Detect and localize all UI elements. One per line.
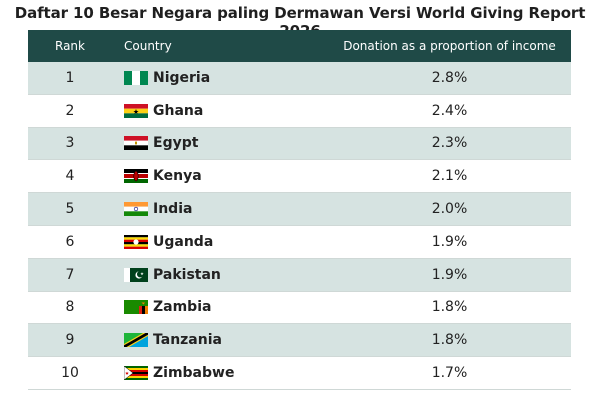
table-row: 5 India 2.0% — [28, 193, 571, 226]
donation-cell: 2.0% — [431, 201, 468, 218]
india-flag-icon — [124, 202, 148, 217]
donation-cell: 2.8% — [431, 69, 468, 86]
table-row: 1 Nigeria 2.8% — [28, 62, 571, 95]
table-row: 3 Egypt 2.3% — [28, 127, 571, 161]
rank-cell: 6 — [65, 233, 75, 250]
donation-cell: 2.4% — [431, 102, 468, 119]
country-cell: India — [112, 201, 308, 217]
country-cell: Zambia — [112, 299, 308, 315]
table-row: 10 Zimbabwe 1.7% — [28, 357, 571, 390]
table-header: Rank Country Donation as a proportion of… — [28, 30, 571, 62]
table-row: 6 Uganda 1.9% — [28, 225, 571, 259]
country-name: Zimbabwe — [153, 365, 235, 382]
rank-cell: 3 — [65, 135, 75, 152]
table-row: 8 Zambia 1.8% — [28, 291, 571, 325]
ghana-flag-icon — [124, 103, 148, 118]
country-name: Zambia — [153, 299, 212, 316]
donation-cell: 1.8% — [431, 299, 468, 316]
country-cell: Uganda — [112, 234, 308, 250]
zambia-flag-icon — [124, 300, 148, 315]
country-cell: Zimbabwe — [112, 365, 308, 381]
donation-cell: 1.7% — [431, 365, 468, 382]
donation-cell: 1.9% — [431, 233, 468, 250]
donation-cell: 2.1% — [431, 168, 468, 185]
tanzania-flag-icon — [124, 333, 148, 348]
country-cell: Pakistan — [112, 267, 308, 283]
donation-cell: 1.9% — [431, 266, 468, 283]
rank-cell: 10 — [61, 365, 79, 382]
country-name: Egypt — [153, 135, 199, 152]
header-country: Country — [124, 39, 172, 53]
country-name: Pakistan — [153, 266, 221, 283]
country-name: Nigeria — [153, 69, 211, 86]
header-rank: Rank — [55, 39, 85, 53]
egypt-flag-icon — [124, 136, 148, 151]
country-cell: Egypt — [112, 135, 308, 151]
country-name: Uganda — [153, 233, 214, 250]
rank-cell: 9 — [65, 332, 75, 349]
ranking-table: Rank Country Donation as a proportion of… — [28, 30, 571, 390]
country-cell: Tanzania — [112, 332, 308, 348]
table-row: 7 Pakistan 1.9% — [28, 258, 571, 292]
country-name: Kenya — [153, 168, 202, 185]
country-cell: Nigeria — [112, 70, 308, 86]
rank-cell: 4 — [65, 168, 75, 185]
zimbabwe-flag-icon — [124, 366, 148, 381]
donation-cell: 1.8% — [431, 332, 468, 349]
table-row: 9 Tanzania 1.8% — [28, 324, 571, 358]
rank-cell: 1 — [65, 69, 75, 86]
country-cell: Ghana — [112, 103, 308, 119]
table-body: 1 Nigeria 2.8% 2 Ghana 2.4% 3 Egypt 2.3% 4 Kenya 2.… — [28, 62, 571, 390]
country-cell: Kenya — [112, 168, 308, 184]
country-name: Ghana — [153, 102, 204, 119]
table-row: 4 Kenya 2.1% — [28, 160, 571, 194]
country-name: Tanzania — [153, 332, 222, 349]
donation-cell: 2.3% — [431, 135, 468, 152]
table-row: 2 Ghana 2.4% — [28, 94, 571, 128]
uganda-flag-icon — [124, 234, 148, 249]
kenya-flag-icon — [124, 169, 148, 184]
rank-cell: 7 — [65, 266, 75, 283]
rank-cell: 2 — [65, 102, 75, 119]
rank-cell: 5 — [65, 201, 75, 218]
country-name: India — [153, 201, 193, 218]
rank-cell: 8 — [65, 299, 75, 316]
nigeria-flag-icon — [124, 70, 148, 85]
pakistan-flag-icon — [124, 267, 148, 282]
header-donation: Donation as a proportion of income — [343, 39, 556, 53]
